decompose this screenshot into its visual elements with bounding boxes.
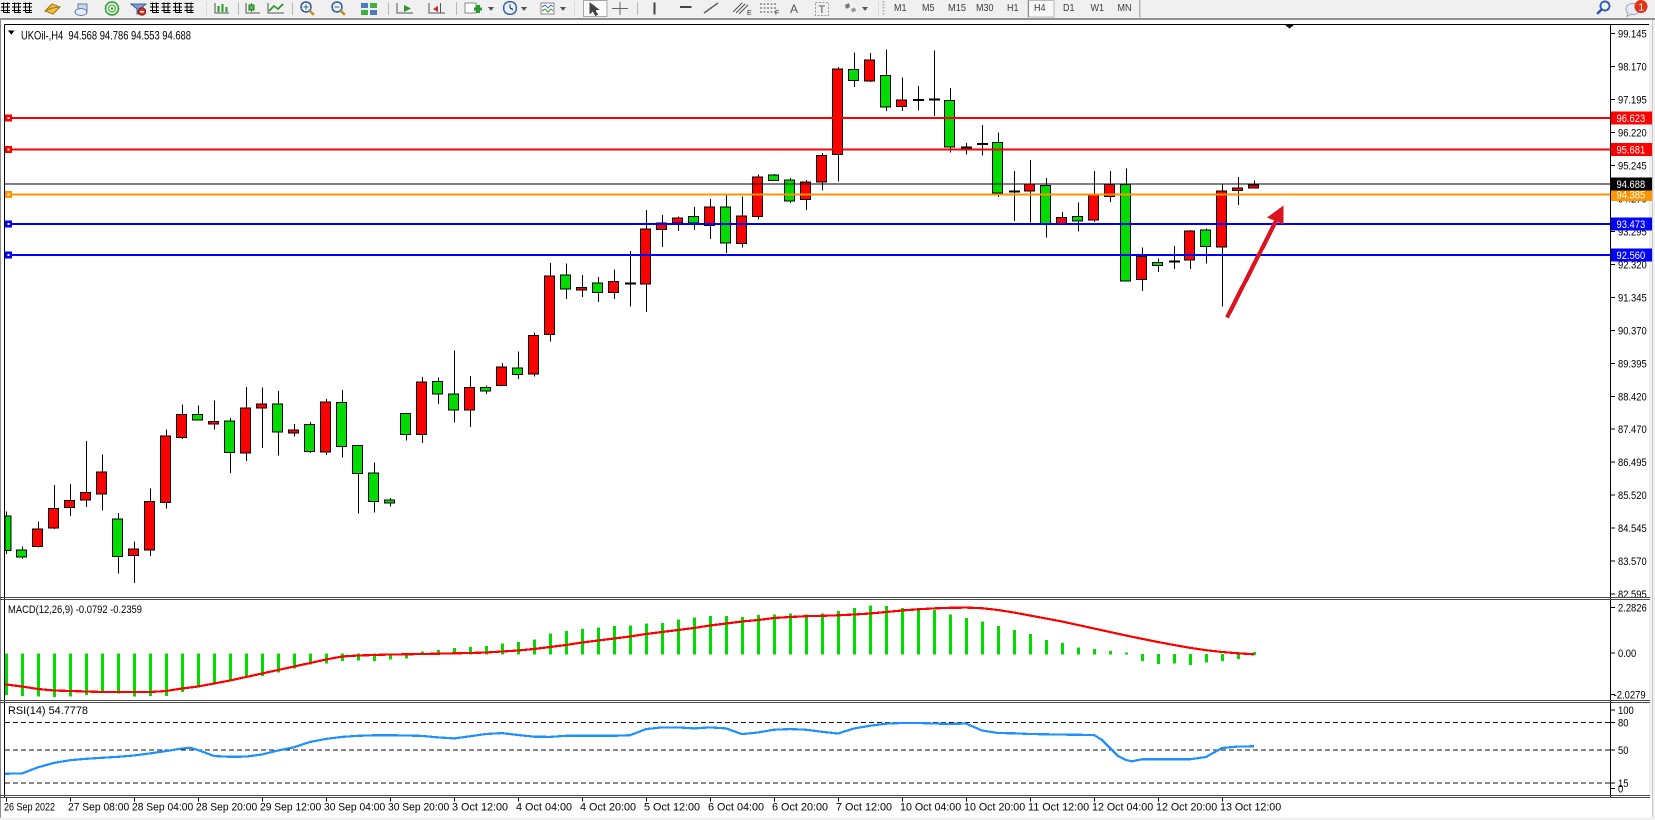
svg-text:M1: M1	[894, 2, 907, 14]
svg-text:4 Oct 04:00: 4 Oct 04:00	[516, 802, 572, 814]
svg-text:E: E	[747, 10, 752, 17]
svg-text:2.2826: 2.2826	[1618, 602, 1647, 614]
svg-text:97.195: 97.195	[1618, 94, 1647, 106]
svg-text:98.170: 98.170	[1618, 61, 1647, 73]
svg-text:95.245: 95.245	[1618, 160, 1647, 172]
svg-text:15: 15	[1618, 778, 1629, 790]
svg-text:94.688: 94.688	[1617, 179, 1646, 191]
svg-text:0: 0	[1618, 783, 1623, 795]
svg-text:93.473: 93.473	[1617, 219, 1646, 231]
svg-text:92.320: 92.320	[1618, 259, 1647, 271]
svg-text:M5: M5	[922, 2, 935, 14]
svg-text:W1: W1	[1091, 2, 1105, 14]
svg-text:H1: H1	[1007, 2, 1019, 14]
svg-text:89.395: 89.395	[1618, 358, 1647, 370]
svg-text:12 Oct 04:00: 12 Oct 04:00	[1092, 802, 1153, 814]
svg-text:10 Oct 20:00: 10 Oct 20:00	[964, 802, 1025, 814]
svg-text:50: 50	[1618, 745, 1629, 757]
svg-text:13 Oct 12:00: 13 Oct 12:00	[1220, 802, 1281, 814]
svg-text:26 Sep 2022: 26 Sep 2022	[4, 802, 55, 814]
svg-text:11 Oct 12:00: 11 Oct 12:00	[1028, 802, 1089, 814]
svg-text:30 Sep 04:00: 30 Sep 04:00	[324, 802, 385, 814]
svg-text:90.370: 90.370	[1618, 325, 1647, 337]
svg-text:6 Oct 20:00: 6 Oct 20:00	[772, 802, 828, 814]
svg-text:99.145: 99.145	[1618, 28, 1647, 40]
svg-text:92.560: 92.560	[1617, 250, 1646, 262]
svg-text:-2.0279: -2.0279	[1614, 690, 1646, 702]
svg-text:96.623: 96.623	[1617, 113, 1646, 125]
svg-text:95.681: 95.681	[1617, 145, 1646, 157]
svg-text:T: T	[819, 4, 826, 16]
svg-text:6 Oct 04:00: 6 Oct 04:00	[708, 802, 764, 814]
svg-text:1: 1	[1639, 3, 1645, 14]
svg-text:29 Sep 12:00: 29 Sep 12:00	[260, 802, 321, 814]
svg-text:RSI(14) 54.7778: RSI(14) 54.7778	[8, 705, 88, 717]
svg-text:D1: D1	[1063, 2, 1075, 14]
svg-text:12 Oct 20:00: 12 Oct 20:00	[1156, 802, 1217, 814]
svg-text:7 Oct 12:00: 7 Oct 12:00	[836, 802, 892, 814]
svg-text:28 Sep 20:00: 28 Sep 20:00	[196, 802, 257, 814]
svg-text:UKOil-,H4 94.568 94.786 94.55: UKOil-,H4 94.568 94.786 94.553 94.688	[21, 29, 191, 43]
svg-text:10 Oct 04:00: 10 Oct 04:00	[900, 802, 961, 814]
svg-text:30 Sep 20:00: 30 Sep 20:00	[388, 802, 449, 814]
svg-text:H4: H4	[1034, 2, 1046, 14]
svg-text:A: A	[790, 2, 798, 16]
svg-text:27 Sep 08:00: 27 Sep 08:00	[68, 802, 129, 814]
svg-text:M15: M15	[948, 2, 966, 14]
svg-text:MN: MN	[1118, 2, 1132, 14]
svg-text:91.345: 91.345	[1618, 292, 1647, 304]
svg-text:M30: M30	[976, 2, 994, 14]
svg-text:84.545: 84.545	[1618, 523, 1647, 535]
svg-text:94.385: 94.385	[1617, 189, 1646, 201]
svg-text:5 Oct 12:00: 5 Oct 12:00	[644, 802, 700, 814]
svg-text:100: 100	[1618, 705, 1634, 717]
svg-text:83.570: 83.570	[1618, 556, 1647, 568]
svg-text:87.470: 87.470	[1618, 424, 1647, 436]
svg-text:0.00: 0.00	[1618, 648, 1636, 660]
svg-text:F: F	[775, 10, 779, 17]
svg-text:88.420: 88.420	[1618, 391, 1647, 403]
svg-text:3 Oct 12:00: 3 Oct 12:00	[452, 802, 508, 814]
svg-text:80: 80	[1618, 718, 1629, 730]
svg-text:MACD(12,26,9) -0.0792 -0.2359: MACD(12,26,9) -0.0792 -0.2359	[8, 604, 142, 616]
svg-text:4 Oct 20:00: 4 Oct 20:00	[580, 802, 636, 814]
svg-text:86.495: 86.495	[1618, 457, 1647, 469]
svg-text:85.520: 85.520	[1618, 490, 1647, 502]
svg-text:28 Sep 04:00: 28 Sep 04:00	[132, 802, 193, 814]
svg-text:96.220: 96.220	[1618, 127, 1647, 139]
